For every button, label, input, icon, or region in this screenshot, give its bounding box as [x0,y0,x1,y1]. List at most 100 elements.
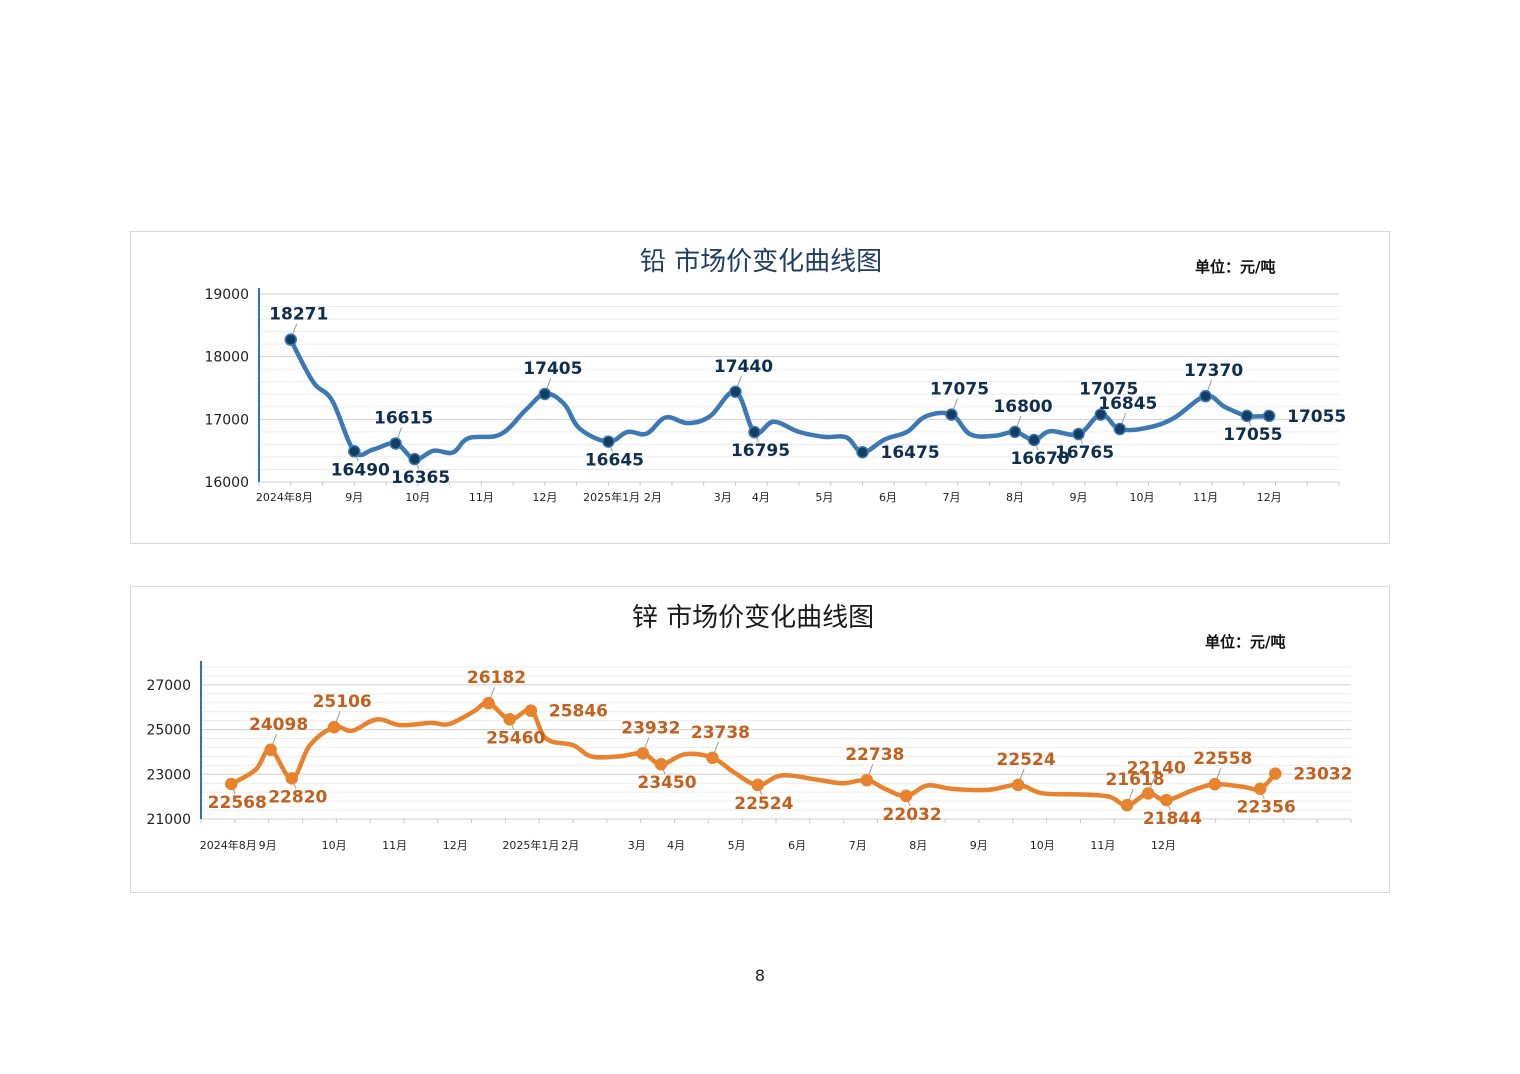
data-point-marker [1208,777,1222,791]
data-label: 18271 [269,305,328,325]
x-tick-label: 12月 [1151,839,1176,852]
x-tick-label: 5月 [815,491,833,504]
data-point-marker [860,773,874,787]
y-tick-label: 19000 [204,287,249,303]
x-tick-label: 4月 [667,839,685,852]
data-point-marker [654,757,668,771]
data-label: 16645 [585,451,644,471]
x-tick-label: 10月 [322,839,347,852]
data-label: 17075 [930,380,989,400]
x-tick-label: 12月 [532,491,557,504]
data-point-marker [285,772,299,785]
x-tick-label: 3月 [628,839,646,852]
data-label: 16615 [374,408,433,428]
data-point-marker [751,778,765,792]
data-point-marker [408,452,421,466]
data-label: 16365 [391,468,450,488]
data-label: 17370 [1184,361,1243,381]
data-label: 22356 [1237,798,1296,818]
data-label: 22820 [268,787,327,807]
data-label: 16765 [1055,443,1114,463]
data-point-marker [1027,433,1041,447]
data-label: 25846 [549,702,608,722]
x-tick-label: 3月 [714,491,732,504]
data-label: 17055 [1223,425,1282,445]
data-label: 23738 [691,723,750,743]
data-label: 17075 [1079,380,1138,400]
data-label: 25460 [486,728,545,748]
data-point-marker [1011,778,1025,792]
x-tick-label: 9月 [259,839,277,852]
x-tick-label: 9月 [1070,491,1088,504]
data-point-marker [1199,389,1212,403]
data-point-marker [482,696,495,710]
page-number: 8 [754,966,766,985]
x-tick-label: 2月 [644,491,662,504]
data-label: 22524 [734,794,793,814]
data-point-marker [264,743,277,757]
data-label: 23932 [621,718,680,738]
data-point-marker [945,408,958,421]
data-point-marker [1141,787,1155,800]
data-point-marker [524,704,538,717]
zinc-price-chart: 锌 市场价变化曲线图 单位：元/吨 27000 25000 23000 21000 2024… [130,586,1390,893]
data-label: 23450 [637,773,696,793]
x-tick-label: 10月 [405,491,430,504]
chart-title: 铅 市场价变化曲线图 [640,247,882,277]
data-label: 16475 [881,443,940,463]
data-label: 24098 [249,715,308,735]
x-tick-label: 10月 [1130,491,1155,504]
data-label: 22032 [883,805,942,825]
x-tick-label: 11月 [1193,491,1218,504]
data-point-marker [1240,409,1254,423]
y-tick-label: 23000 [146,767,191,783]
x-tick-label: 5月 [728,839,746,852]
data-label: 16795 [731,441,790,461]
x-tick-label: 12月 [1257,491,1282,504]
series-line [288,337,1272,462]
data-label: 22568 [208,793,267,813]
x-tick-label: 8月 [1006,491,1024,504]
data-label: 26182 [467,668,526,688]
data-point-marker [602,435,615,448]
x-tick-label: 2024年8月 [256,490,313,504]
data-point-marker [899,789,913,803]
data-point-marker [1120,798,1134,812]
data-label: 21844 [1143,809,1202,829]
data-point-marker [503,713,516,726]
data-label: 16800 [993,397,1052,417]
data-label: 17405 [523,359,582,379]
x-tick-label: 7月 [942,491,960,504]
x-tick-label: 2025年1月 [502,838,559,852]
data-point-marker [1160,793,1173,807]
y-tick-label: 18000 [204,350,249,366]
data-point-marker [729,385,742,399]
data-point-marker [748,425,761,439]
data-point-marker [1072,427,1085,441]
data-label: 22738 [845,745,904,765]
data-label: 23032 [1293,765,1352,785]
lead-price-chart: 铅 市场价变化曲线图 单位：元/吨 19000 18000 17000 16000 2024… [130,231,1390,544]
data-point-marker [389,437,402,450]
data-label: 22140 [1127,759,1186,779]
x-tick-label: 2025年1月 [583,490,640,504]
data-point-marker [856,445,869,459]
x-tick-label: 12月 [443,839,468,852]
chart-title: 锌 市场价变化曲线图 [632,603,874,633]
data-label: 17055 [1287,407,1346,427]
y-tick-label: 25000 [146,723,191,739]
data-point-marker [1253,782,1267,795]
data-point-marker [538,387,552,401]
y-tick-label: 17000 [204,412,249,428]
unit-label: 单位：元/吨 [1195,258,1275,276]
data-point-marker [1008,425,1022,439]
data-label: 16490 [331,460,390,480]
x-tick-label: 9月 [970,839,988,852]
x-tick-label: 6月 [788,839,806,852]
data-point-marker [1094,408,1108,421]
unit-label: 单位：元/吨 [1205,633,1285,651]
x-tick-label: 9月 [345,491,363,504]
x-tick-label: 2月 [561,839,579,852]
data-point-marker [284,333,298,346]
data-label: 25106 [313,692,372,712]
